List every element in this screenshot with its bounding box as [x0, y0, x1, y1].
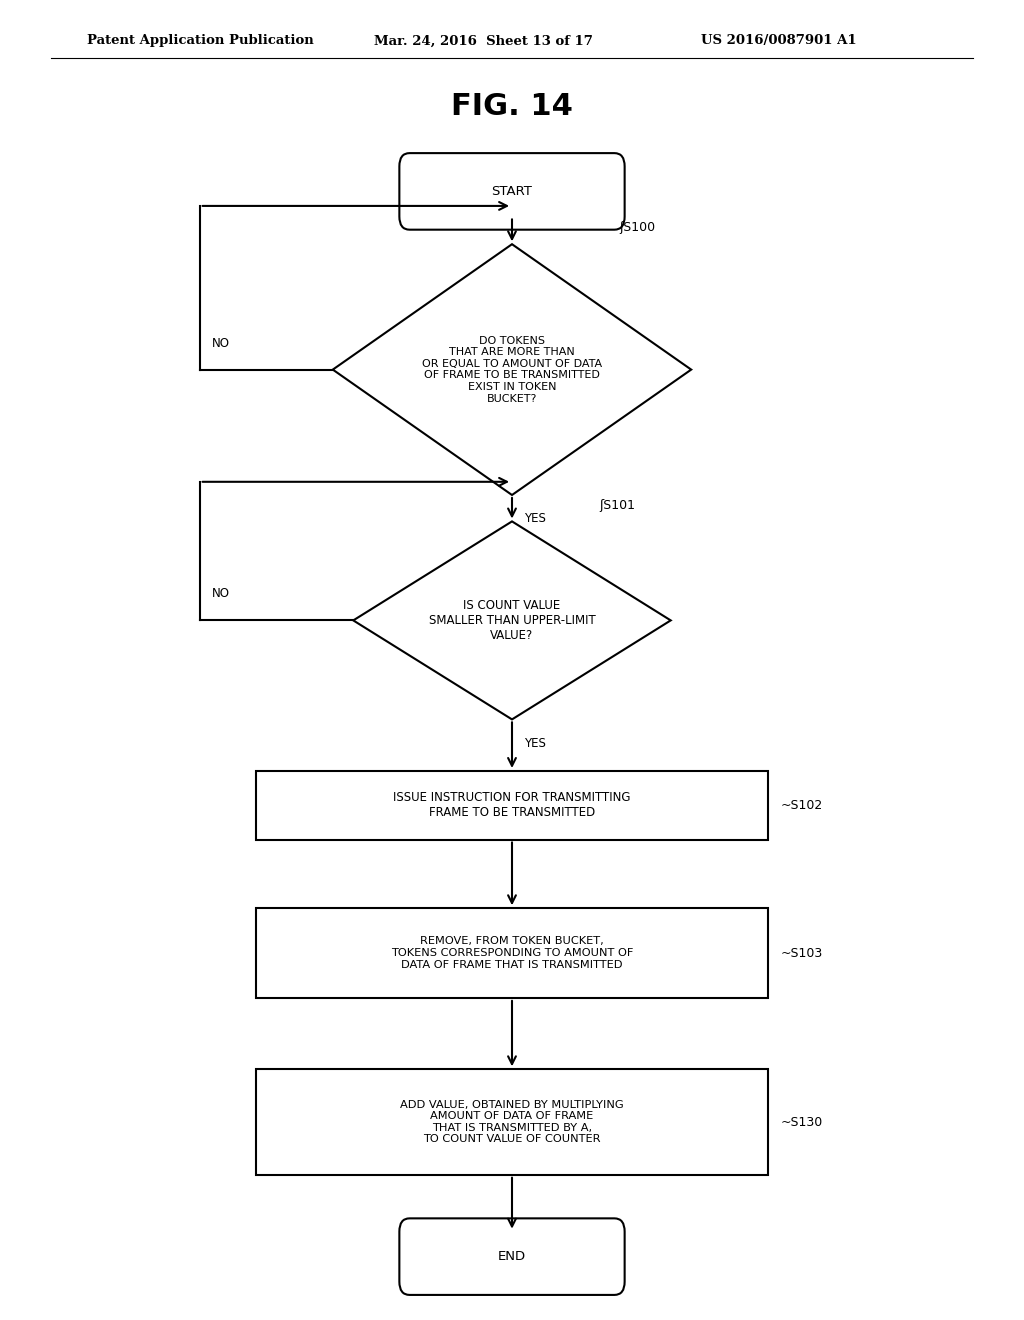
- Text: ISSUE INSTRUCTION FOR TRANSMITTING
FRAME TO BE TRANSMITTED: ISSUE INSTRUCTION FOR TRANSMITTING FRAME…: [393, 791, 631, 820]
- Bar: [256, 771, 768, 840]
- Text: END: END: [498, 1250, 526, 1263]
- Text: ~S103: ~S103: [780, 946, 822, 960]
- Polygon shape: [333, 244, 691, 495]
- Text: ADD VALUE, OBTAINED BY MULTIPLYING
AMOUNT OF DATA OF FRAME
THAT IS TRANSMITTED B: ADD VALUE, OBTAINED BY MULTIPLYING AMOUN…: [400, 1100, 624, 1144]
- Bar: [256, 908, 768, 998]
- Text: DO TOKENS
THAT ARE MORE THAN
OR EQUAL TO AMOUNT OF DATA
OF FRAME TO BE TRANSMITT: DO TOKENS THAT ARE MORE THAN OR EQUAL TO…: [422, 335, 602, 404]
- Text: ʃS101: ʃS101: [599, 499, 635, 512]
- Polygon shape: [353, 521, 671, 719]
- Text: ʃS100: ʃS100: [620, 220, 655, 234]
- Text: START: START: [492, 185, 532, 198]
- Text: YES: YES: [524, 737, 546, 750]
- Text: FIG. 14: FIG. 14: [451, 92, 573, 121]
- Text: NO: NO: [212, 587, 230, 601]
- Text: IS COUNT VALUE
SMALLER THAN UPPER-LIMIT
VALUE?: IS COUNT VALUE SMALLER THAN UPPER-LIMIT …: [429, 599, 595, 642]
- Text: Mar. 24, 2016  Sheet 13 of 17: Mar. 24, 2016 Sheet 13 of 17: [374, 34, 593, 48]
- Text: YES: YES: [524, 512, 546, 525]
- Text: US 2016/0087901 A1: US 2016/0087901 A1: [701, 34, 857, 48]
- Text: ~S130: ~S130: [780, 1115, 822, 1129]
- Text: REMOVE, FROM TOKEN BUCKET,
TOKENS CORRESPONDING TO AMOUNT OF
DATA OF FRAME THAT : REMOVE, FROM TOKEN BUCKET, TOKENS CORRES…: [391, 936, 633, 970]
- FancyBboxPatch shape: [399, 1218, 625, 1295]
- Bar: [256, 1069, 768, 1175]
- Text: ~S102: ~S102: [780, 799, 822, 812]
- Text: NO: NO: [212, 337, 230, 350]
- FancyBboxPatch shape: [399, 153, 625, 230]
- Text: Patent Application Publication: Patent Application Publication: [87, 34, 313, 48]
